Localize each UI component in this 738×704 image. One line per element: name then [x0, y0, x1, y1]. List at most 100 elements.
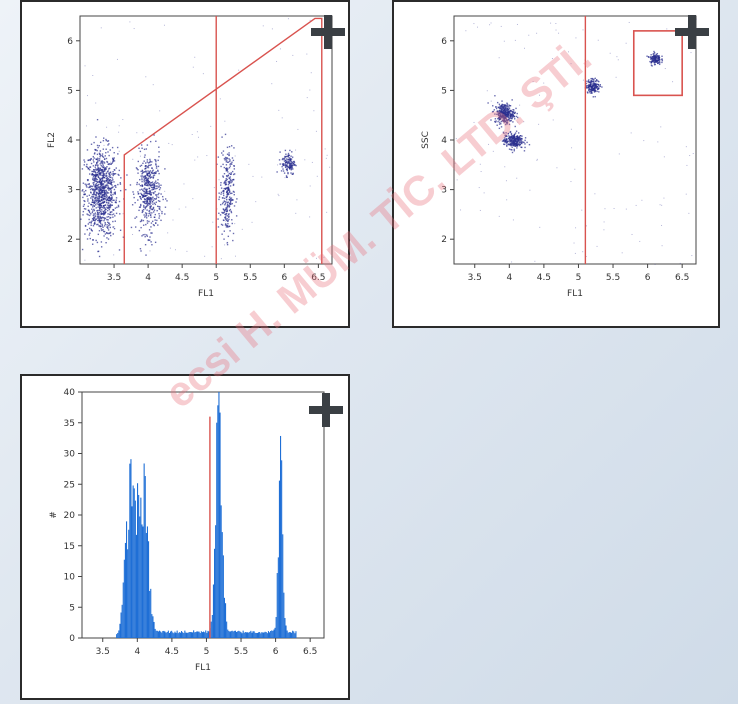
fl1-fl2-point	[155, 163, 157, 165]
fl1-ssc-noise-point	[536, 32, 538, 34]
fl1-ssc-noise-point	[654, 263, 656, 265]
fl1-ssc-point	[513, 143, 515, 145]
fl1-fl2-point	[224, 202, 227, 205]
fl1-fl2-point	[100, 219, 102, 222]
fl1-fl2-point	[94, 177, 96, 179]
fl1-fl2-point	[144, 243, 147, 246]
fl1-ssc-noise-point	[465, 30, 467, 32]
fl1-ssc-point	[490, 119, 492, 121]
fl1-fl2-point	[229, 163, 231, 165]
fl1-fl2-point	[94, 196, 97, 199]
fl1-fl2-point	[99, 181, 101, 184]
fl1-fl2-point	[226, 157, 228, 159]
fl1-fl2-point	[142, 210, 144, 213]
fl1-fl2-point	[151, 198, 153, 200]
plus-icon[interactable]	[675, 15, 709, 49]
fl1-fl2-point	[113, 181, 115, 183]
plus-icon[interactable]	[309, 393, 343, 427]
fl1-ssc-noise-point	[510, 118, 512, 120]
fl1-fl2-point	[119, 182, 121, 184]
fl1-fl2-point	[104, 212, 106, 215]
fl1-ssc-point	[505, 111, 508, 113]
fl1-fl2-point	[164, 168, 166, 170]
fl1-fl2-point	[140, 175, 142, 177]
fl1-fl2-point	[82, 189, 84, 191]
fl1-fl2-point	[228, 193, 230, 195]
fl1-fl2-point	[224, 156, 227, 159]
fl1-ssc-point	[656, 54, 659, 57]
fl1-ssc-noise-point	[639, 240, 641, 242]
fl1-fl2-point	[150, 193, 152, 195]
fl1-ssc-point	[592, 78, 594, 81]
fl1-fl2-point	[109, 149, 111, 151]
fl1-fl2-point	[106, 160, 108, 163]
fl1-fl2-point	[158, 185, 160, 187]
fl1-ssc-point	[498, 118, 501, 121]
fl1-ssc-noise-point	[506, 199, 508, 201]
fl1-fl2-point	[101, 206, 104, 209]
fl1-fl2-point	[90, 224, 92, 226]
fl1-fl2-point	[90, 185, 93, 187]
fl1-hist-bar	[215, 525, 217, 638]
fl1-hist-ytick-label: 15	[64, 542, 75, 552]
fl1-fl2-point	[228, 205, 230, 207]
fl1-fl2-point	[146, 192, 149, 195]
fl1-fl2-point	[149, 173, 152, 176]
fl1-fl2-point	[91, 230, 94, 232]
fl1-fl2-point	[99, 154, 102, 157]
fl1-fl2-point	[229, 192, 232, 195]
fl1-ssc-point	[597, 80, 599, 82]
fl1-fl2-point	[102, 155, 104, 158]
fl1-fl2-point	[147, 182, 150, 184]
fl1-fl2-point	[142, 171, 144, 173]
fl1-fl2-point	[98, 219, 100, 221]
fl1-fl2-point	[101, 223, 103, 226]
fl1-fl2-noise-point	[316, 175, 318, 177]
fl1-fl2-point	[92, 199, 94, 202]
fl1-ssc-point	[509, 117, 511, 119]
plus-icon[interactable]	[311, 15, 345, 49]
fl1-ssc-point	[508, 114, 510, 116]
fl1-fl2-point	[139, 178, 141, 181]
fl1-fl2-point	[93, 219, 95, 222]
fl1-fl2-point	[292, 162, 294, 165]
fl1-fl2-point	[146, 222, 149, 224]
fl1-fl2-point	[98, 207, 101, 210]
fl1-fl2-point	[138, 229, 141, 232]
fl1-ssc-point	[587, 81, 589, 83]
fl1-ssc-point	[653, 61, 655, 63]
fl1-fl2-point	[105, 208, 107, 210]
fl1-fl2-point	[284, 164, 286, 166]
fl1-fl2-point	[86, 186, 88, 188]
fl1-fl2-point	[93, 188, 96, 191]
fl1-fl2-point	[95, 198, 97, 200]
fl1-fl2-point	[290, 164, 292, 167]
fl1-hist-bar	[256, 632, 258, 638]
fl1-fl2-point	[104, 222, 106, 224]
fl1-fl2-point	[144, 206, 146, 209]
fl1-fl2-point	[103, 201, 106, 203]
fl1-fl2-point	[101, 169, 103, 171]
fl1-fl2-point	[100, 169, 103, 172]
fl1-fl2-point	[102, 164, 104, 167]
fl1-hist-bar	[146, 526, 148, 638]
fl1-ssc-noise-point	[661, 224, 663, 226]
fl1-fl2-point	[103, 170, 106, 172]
fl1-fl2-gate-polygon[interactable]	[123, 17, 323, 264]
fl1-fl2-point	[108, 205, 110, 207]
fl1-fl2-point	[94, 190, 96, 192]
fl1-fl2-point	[95, 186, 98, 189]
fl1-fl2-point	[101, 153, 104, 155]
fl1-fl2-point	[153, 183, 156, 185]
fl1-fl2-point	[103, 137, 105, 139]
fl1-ssc-point	[504, 114, 506, 116]
fl1-fl2-noise-point	[278, 109, 280, 111]
fl1-ssc-point	[491, 111, 494, 113]
fl1-ssc-point	[514, 145, 516, 147]
fl1-ssc-point	[504, 113, 506, 115]
fl1-fl2-point	[218, 196, 221, 198]
fl1-ssc-gate-rect[interactable]	[632, 30, 683, 97]
fl1-fl2-point	[99, 207, 102, 209]
fl1-ssc-noise-point	[523, 47, 525, 49]
fl1-fl2-point	[93, 171, 95, 173]
